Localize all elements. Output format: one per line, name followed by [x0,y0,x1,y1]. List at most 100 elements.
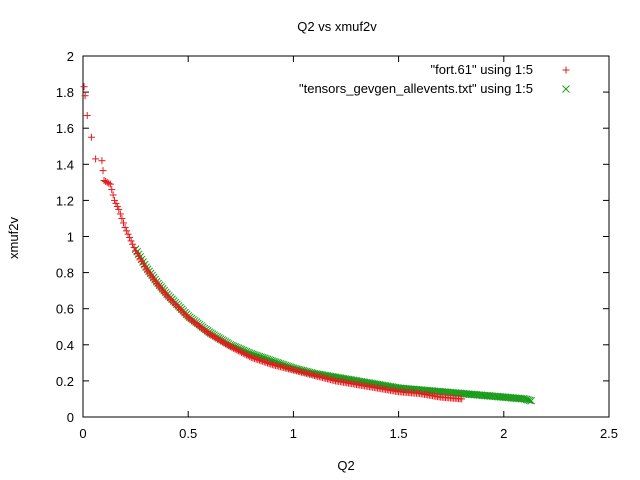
x-axis-label: Q2 [337,458,354,473]
data-point [105,179,113,187]
data-point [153,279,161,287]
data-point [115,205,123,213]
data-point [247,353,255,361]
data-point [183,312,191,320]
data-point [265,360,273,368]
data-point [171,300,179,308]
x-tick-label: 0 [79,426,86,441]
data-point [124,230,132,238]
data-point [102,177,110,185]
legend-label-fort61: "fort.61" using 1:5 [431,62,533,77]
data-point [160,288,168,296]
data-point [267,360,275,368]
data-point [80,83,88,91]
data-point [116,210,124,218]
data-point [120,219,128,227]
data-point [121,223,129,231]
data-point [156,283,164,291]
y-tick-label: 0.4 [56,338,74,353]
data-point [236,348,244,356]
x-tick-label: 1 [290,426,297,441]
y-tick-label: 1.2 [56,193,74,208]
data-point [162,290,170,298]
data-point [244,352,252,360]
data-point [264,359,272,367]
data-point [225,342,233,350]
data-point [87,133,95,141]
y-tick-label: 0 [67,410,74,425]
data-point [519,394,528,403]
data-point [111,196,119,204]
data-point [525,396,534,405]
data-point [226,343,234,351]
data-point [154,281,162,289]
data-point [228,343,236,351]
data-point [527,396,536,405]
data-point [112,199,120,207]
x-tick-label: 2 [500,426,507,441]
data-point [179,309,187,317]
legend: "fort.61" using 1:5 "tensors_gevgen_alle… [299,62,570,96]
legend-label-tensors: "tensors_gevgen_allevents.txt" using 1:5 [299,81,533,96]
series-fort61 [80,83,466,403]
y-tick-label: 1.6 [56,121,74,136]
data-point [83,112,91,120]
data-point [257,357,265,365]
data-point [251,355,259,363]
data-point [178,307,186,315]
data-point [159,287,167,295]
chart-title: Q2 vs xmuf2v [297,19,377,34]
data-point [106,180,114,188]
x-tick-label: 2.5 [600,426,618,441]
data-point [123,227,131,235]
data-point [233,346,241,354]
data-point [241,350,249,358]
data-point [109,191,117,199]
y-tick-label: 0.6 [56,302,74,317]
data-point [254,356,262,364]
data-point [173,302,181,310]
data-point [157,285,165,293]
data-point [458,395,466,403]
data-point [118,214,126,222]
data-point [234,347,242,355]
data-point [126,234,134,242]
data-point [92,155,100,163]
series-layer [80,83,536,405]
data-point [103,178,111,186]
data-point [174,304,182,312]
data-point [252,355,260,363]
data-point [238,348,246,356]
legend-marker [562,85,570,93]
data-point [170,299,178,307]
y-tick-label: 2 [67,49,74,64]
data-point [255,356,263,364]
data-point [249,354,257,362]
data-point [127,237,135,245]
y-tick-label: 0.8 [56,266,74,281]
data-point [129,240,137,248]
data-point [246,353,254,361]
plot-area-frame [82,55,610,418]
y-axis: 0 0.2 0.4 0.6 0.8 1 1.2 1.4 1.6 1.8 2 [56,49,609,425]
y-tick-label: 1.4 [56,157,74,172]
data-point [181,310,189,318]
data-point [168,297,176,305]
data-point [165,294,173,302]
data-point [113,202,121,210]
data-point [99,167,107,175]
data-point [260,358,268,366]
data-point [259,357,267,365]
data-point [231,345,239,353]
data-point [163,292,171,300]
data-point [239,349,247,357]
y-tick-label: 1.8 [56,85,74,100]
legend-marker [562,66,570,74]
data-point [176,305,184,313]
x-axis: 0 0.5 1 1.5 2 2.5 [79,56,618,441]
y-tick-label: 0.2 [56,374,74,389]
y-axis-label: xmuf2v [6,217,21,259]
legend-marker-tensors [562,85,570,93]
x-tick-label: 1.5 [390,426,408,441]
data-point [230,344,238,352]
